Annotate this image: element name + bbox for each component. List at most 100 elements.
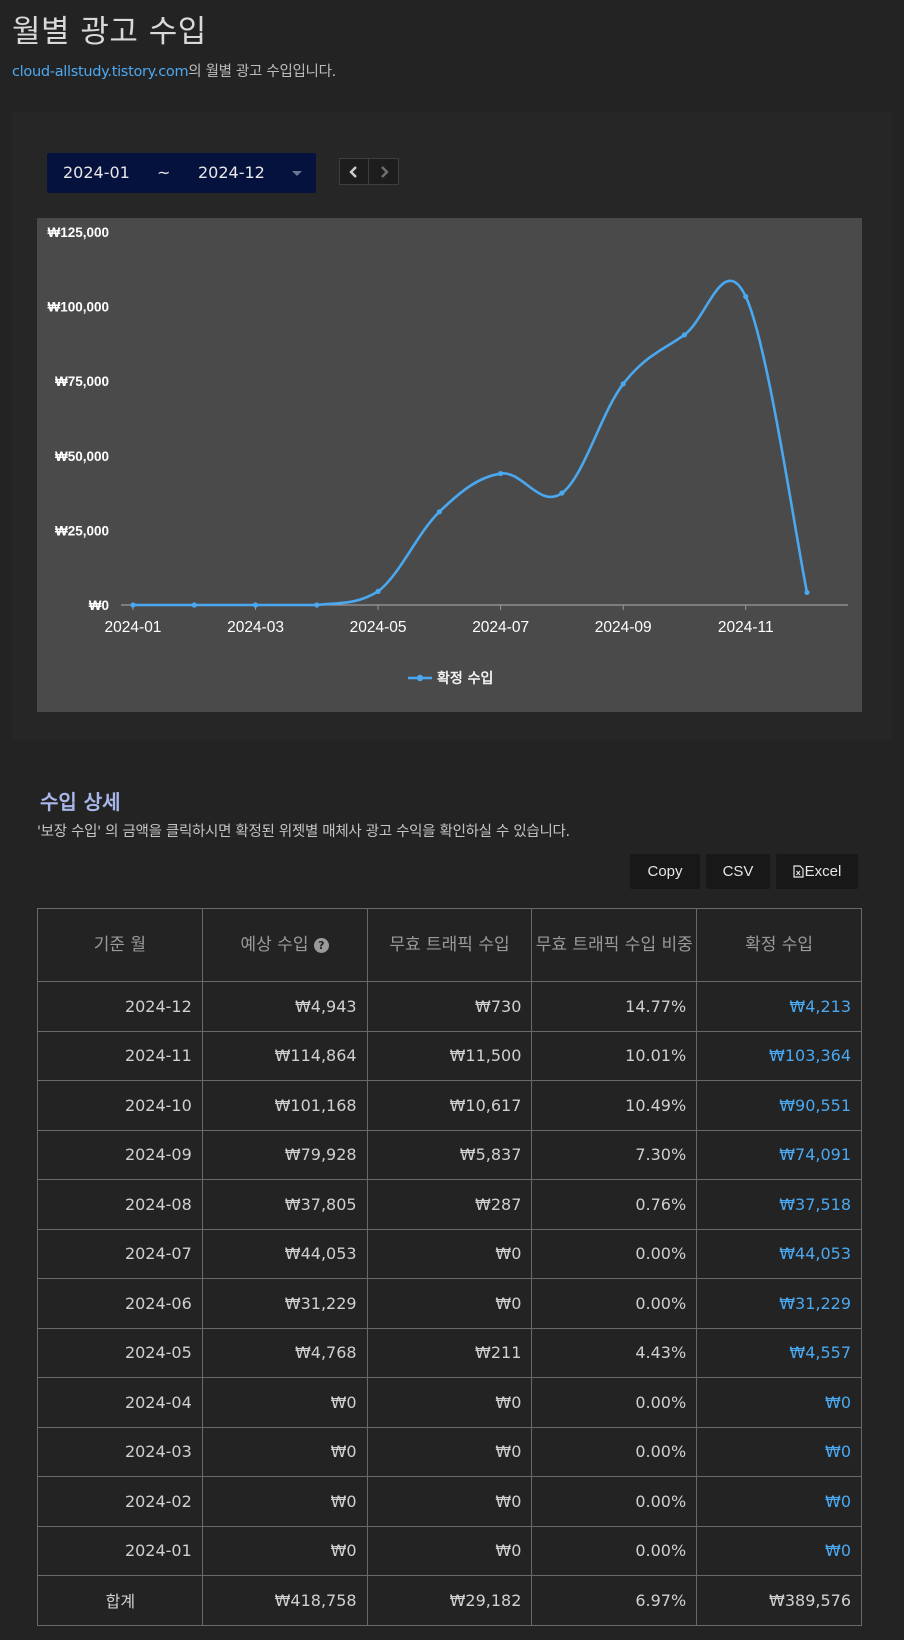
cell-expected: ₩114,864 [201, 1030, 368, 1081]
cell-month: 2024-07 [37, 1228, 203, 1279]
column-header-month[interactable]: 기준 월 [37, 908, 203, 982]
column-header-ratio-label: 무효 트래픽 수입 비중 [535, 935, 693, 955]
excel-button[interactable]: Excel [776, 854, 858, 889]
cell-ratio: 4.43% [531, 1327, 698, 1378]
cell-ratio: 0.00% [531, 1525, 698, 1576]
table-row: 2024-01 ₩0 ₩0 0.00% ₩0 [37, 1525, 862, 1576]
cell-ratio: 14.77% [531, 981, 698, 1032]
prev-period-button[interactable] [339, 158, 369, 185]
next-period-button[interactable] [369, 158, 399, 185]
data-point[interactable] [620, 381, 626, 387]
table-row: 2024-11 ₩114,864 ₩11,500 10.01% ₩103,364 [37, 1030, 862, 1081]
data-point[interactable] [191, 602, 197, 608]
income-table: 기준 월 예상 수입 ? 무효 트래픽 수입 무효 트래픽 수입 비중 확정 수… [37, 908, 862, 1626]
data-point[interactable] [559, 490, 565, 496]
cell-month: 2024-04 [37, 1377, 203, 1428]
cell-confirmed[interactable]: ₩90,551 [696, 1080, 862, 1131]
period-from[interactable]: 2024-01 [63, 163, 130, 182]
y-tick-label: ₩0 [89, 598, 109, 613]
cell-confirmed[interactable]: ₩37,518 [696, 1179, 862, 1230]
cell-confirmed[interactable]: ₩4,557 [696, 1327, 862, 1378]
cell-ratio: 10.01% [531, 1030, 698, 1081]
data-point[interactable] [436, 509, 442, 515]
table-row: 2024-12 ₩4,943 ₩730 14.77% ₩4,213 [37, 981, 862, 1032]
cell-expected: ₩101,168 [201, 1080, 368, 1131]
x-tick-label: 2024-09 [595, 619, 652, 636]
data-point[interactable] [252, 602, 259, 608]
table-row: 2024-03 ₩0 ₩0 0.00% ₩0 [37, 1426, 862, 1477]
y-tick-label: ₩75,000 [55, 374, 109, 389]
cell-invalid: ₩0 [366, 1426, 533, 1477]
cell-month: 2024-05 [37, 1327, 203, 1378]
cell-month: 2024-11 [37, 1030, 203, 1081]
cell-confirmed[interactable]: ₩44,053 [696, 1228, 862, 1279]
cell-expected: ₩44,053 [201, 1228, 368, 1279]
section-description: '보장 수입' 의 금액을 클릭하시면 확정된 위젯별 매체사 광고 수익을 확… [37, 824, 570, 840]
cell-ratio: 10.49% [531, 1080, 698, 1131]
cell-confirmed[interactable]: ₩4,213 [696, 981, 862, 1032]
data-point[interactable] [743, 293, 749, 300]
cell-confirmed[interactable]: ₩103,364 [696, 1030, 862, 1081]
caret-down-icon[interactable] [292, 171, 302, 176]
column-header-confirmed-label: 확정 수입 [745, 935, 814, 955]
column-header-confirmed[interactable]: 확정 수입 [696, 908, 862, 982]
cell-confirmed[interactable]: ₩0 [696, 1426, 862, 1477]
cell-expected: ₩4,943 [201, 981, 368, 1032]
column-header-invalid[interactable]: 무효 트래픽 수입 [366, 908, 533, 982]
table-header-row: 기준 월 예상 수입 ? 무효 트래픽 수입 무효 트래픽 수입 비중 확정 수… [37, 908, 862, 982]
cell-confirmed[interactable]: ₩0 [696, 1377, 862, 1428]
x-tick-label: 2024-01 [105, 619, 162, 636]
y-tick-label: ₩50,000 [55, 449, 109, 464]
column-header-invalid-label: 무효 트래픽 수입 [389, 935, 510, 955]
total-invalid: ₩29,182 [366, 1575, 533, 1626]
blog-link[interactable]: cloud-allstudy.tistory.com [12, 64, 189, 80]
total-ratio: 6.97% [531, 1575, 698, 1626]
cell-invalid: ₩0 [366, 1525, 533, 1576]
cell-confirmed[interactable]: ₩0 [696, 1476, 862, 1527]
column-header-expected[interactable]: 예상 수입 ? [201, 908, 368, 982]
cell-expected: ₩79,928 [201, 1129, 368, 1180]
period-select[interactable]: 2024-01 ~ 2024-12 [47, 153, 316, 193]
data-point[interactable] [804, 589, 810, 596]
legend-line-marker [408, 674, 432, 682]
cell-ratio: 0.00% [531, 1426, 698, 1477]
cell-month: 2024-10 [37, 1080, 203, 1131]
cell-expected: ₩0 [201, 1525, 368, 1576]
chart-legend[interactable]: 확정 수입 [407, 668, 493, 688]
data-point[interactable] [314, 602, 320, 608]
data-point[interactable] [130, 602, 136, 608]
y-tick-label: ₩100,000 [47, 300, 109, 315]
cell-invalid: ₩287 [366, 1179, 533, 1230]
cell-expected: ₩37,805 [201, 1179, 368, 1230]
table-row: 2024-07 ₩44,053 ₩0 0.00% ₩44,053 [37, 1228, 862, 1279]
cell-confirmed[interactable]: ₩0 [696, 1525, 862, 1576]
cell-invalid: ₩0 [366, 1228, 533, 1279]
csv-button[interactable]: CSV [706, 854, 770, 889]
column-header-expected-label: 예상 수입 [240, 935, 309, 955]
x-tick-label: 2024-07 [472, 619, 529, 636]
cell-ratio: 7.30% [531, 1129, 698, 1180]
cell-month: 2024-12 [37, 981, 203, 1032]
cell-month: 2024-02 [37, 1476, 203, 1527]
page-subtitle: cloud-allstudy.tistory.com의 월별 광고 수입입니다. [12, 60, 336, 81]
column-header-ratio[interactable]: 무효 트래픽 수입 비중 [531, 908, 698, 982]
cell-month: 2024-09 [37, 1129, 203, 1180]
copy-button[interactable]: Copy [630, 854, 700, 889]
data-point[interactable] [681, 332, 688, 338]
cell-invalid: ₩0 [366, 1476, 533, 1527]
question-circle-icon[interactable]: ? [313, 938, 329, 953]
period-to[interactable]: 2024-12 [198, 163, 265, 182]
data-point[interactable] [498, 470, 504, 477]
data-point[interactable] [375, 588, 381, 595]
cell-ratio: 0.00% [531, 1278, 698, 1329]
table-row: 2024-08 ₩37,805 ₩287 0.76% ₩37,518 [37, 1179, 862, 1230]
cell-confirmed[interactable]: ₩31,229 [696, 1278, 862, 1329]
period-separator: ~ [157, 163, 171, 182]
legend-label: 확정 수입 [437, 671, 494, 687]
cell-ratio: 0.00% [531, 1377, 698, 1428]
cell-confirmed[interactable]: ₩74,091 [696, 1129, 862, 1180]
line-chart: ₩0₩25,000₩50,000₩75,000₩100,000₩125,000 … [47, 225, 848, 636]
cell-ratio: 0.76% [531, 1179, 698, 1230]
x-tick-label: 2024-11 [718, 619, 774, 636]
file-excel-icon [793, 865, 804, 878]
